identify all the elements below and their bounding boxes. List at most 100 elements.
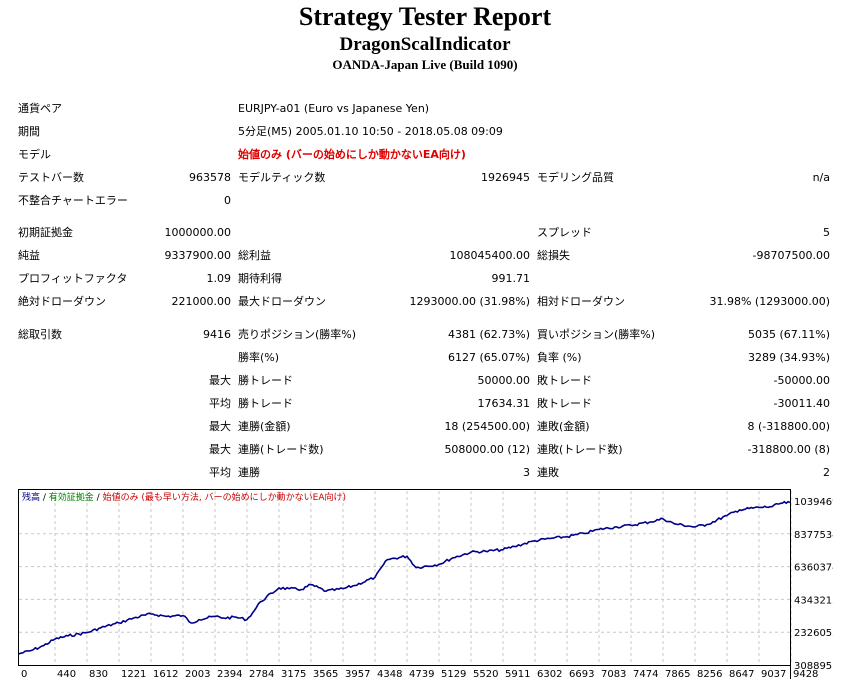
symbol-value: EURJPY-a01 (Euro vs Japanese Yen) xyxy=(238,102,430,115)
cons-losses-count-value: -318800.00 (8) xyxy=(747,443,830,456)
x-tick-label: 8647 xyxy=(729,669,754,679)
x-tick-label: 1221 xyxy=(121,669,146,679)
profit-factor-value: 1.09 xyxy=(206,272,232,285)
deposit-label: 初期証拠金 xyxy=(18,226,73,239)
ticks-label: モデルティック数 xyxy=(238,171,326,184)
loss-rate-value: 3289 (34.93%) xyxy=(747,351,830,364)
x-tick-label: 4348 xyxy=(377,669,402,679)
average-loss-label: 敗トレード xyxy=(537,397,592,410)
abs-drawdown-label: 絶対ドローダウン xyxy=(18,295,106,308)
total-trades-value: 9416 xyxy=(203,328,231,341)
gross-loss-label: 総損失 xyxy=(537,249,570,262)
ticks-value: 1926945 xyxy=(481,171,530,184)
x-tick-label: 9037 xyxy=(761,669,786,679)
server-name: OANDA-Japan Live (Build 1090) xyxy=(332,57,518,72)
gross-profit-value: 108045400.00 xyxy=(449,249,530,262)
chart-grid xyxy=(19,491,792,665)
expected-payoff-value: 991.71 xyxy=(491,272,531,285)
x-tick-label: 9428 xyxy=(793,669,818,679)
largest-loss-value: -50000.00 xyxy=(773,374,830,387)
legend-balance: 残高 xyxy=(22,491,40,503)
average-prefix: 平均 xyxy=(209,397,231,410)
legend: 残高 / 有効証拠金 / 始値のみ (最も早い方法, バーの始めにしか動かないE… xyxy=(22,491,346,503)
x-tick-label: 5911 xyxy=(505,669,530,679)
cons-wins-count-label: 連勝(トレード数) xyxy=(238,443,324,456)
spread-value: 5 xyxy=(823,226,830,239)
x-tick-label: 440 xyxy=(57,669,76,679)
short-positions-label: 売りポジション(勝率%) xyxy=(238,328,357,341)
report-title: Strategy Tester Report xyxy=(298,2,552,31)
gross-loss-value: -98707500.00 xyxy=(752,249,830,262)
legend-equity: 有効証拠金 xyxy=(49,491,94,503)
bars-value: 963578 xyxy=(189,171,231,184)
avg-cons-wins-value: 3 xyxy=(523,466,530,479)
quality-value: n/a xyxy=(812,171,830,184)
long-positions-label: 買いポジション(勝率%) xyxy=(537,328,656,341)
profit-factor-label: プロフィットファクタ xyxy=(18,272,128,285)
x-tick-label: 5129 xyxy=(441,669,466,679)
mismatch-label: 不整合チャートエラー xyxy=(18,194,128,207)
x-tick-label: 2003 xyxy=(185,669,210,679)
y-tick-label: 8377534 xyxy=(794,530,833,541)
largest-win-label: 勝トレード xyxy=(238,374,293,387)
win-rate-value: 6127 (65.07%) xyxy=(447,351,530,364)
cons-losses-amount-label: 連敗(金額) xyxy=(537,420,590,433)
x-tick-label: 2784 xyxy=(249,669,274,679)
x-tick-label: 6693 xyxy=(569,669,594,679)
chart-frame xyxy=(18,489,833,679)
rel-drawdown-value: 31.98% (1293000.00) xyxy=(709,295,830,308)
y-tick-label: 2326055 xyxy=(794,628,833,639)
mismatch-value: 0 xyxy=(224,194,231,207)
largest-loss-label: 敗トレード xyxy=(537,374,592,387)
deposit-value: 1000000.00 xyxy=(164,226,231,239)
legend-sep: / xyxy=(94,493,103,503)
period-label: 期間 xyxy=(18,125,40,138)
x-axis-ticks: 0 440 830 1221 1612 2003 2394 2784 3175 3565 3957 4… xyxy=(21,669,818,679)
y-tick-label: 4343215 xyxy=(794,595,833,606)
legend-model: 始値のみ (最も早い方法, バーの始めにしか動かないEA向け) xyxy=(103,491,346,503)
max-drawdown-value: 1293000.00 (31.98%) xyxy=(409,295,530,308)
x-tick-label: 7083 xyxy=(601,669,626,679)
largest-win-value: 50000.00 xyxy=(477,374,531,387)
cons-losses-count-label: 連敗(トレード数) xyxy=(537,443,623,456)
symbol-label: 通貨ペア xyxy=(18,102,62,115)
average-loss-value: -30011.40 xyxy=(773,397,830,410)
net-profit-label: 純益 xyxy=(18,249,40,262)
cons-wins-count-value: 508000.00 (12) xyxy=(444,443,530,456)
spread-label: スプレッド xyxy=(537,226,592,239)
x-tick-label: 3175 xyxy=(281,669,306,679)
avg-cons-losses-value: 2 xyxy=(823,466,830,479)
max-drawdown-label: 最大ドローダウン xyxy=(238,295,326,308)
bars-label: テストバー数 xyxy=(18,171,84,184)
period-value: 5分足(M5) 2005.01.10 10:50 - 2018.05.08 09… xyxy=(238,125,503,138)
max-prefix: 最大 xyxy=(209,443,231,456)
x-tick-label: 830 xyxy=(89,669,108,679)
model-label: モデル xyxy=(18,148,51,161)
balance-series-line xyxy=(18,500,791,655)
loss-rate-label: 負率 (%) xyxy=(537,351,582,364)
max-prefix: 最大 xyxy=(209,420,231,433)
model-value: 始値のみ (バーの始めにしか動かないEA向け) xyxy=(238,148,466,161)
short-positions-value: 4381 (62.73%) xyxy=(447,328,530,341)
rel-drawdown-label: 相対ドローダウン xyxy=(537,295,625,308)
x-tick-label: 2394 xyxy=(217,669,242,679)
total-trades-label: 総取引数 xyxy=(18,328,62,341)
x-tick-label: 3565 xyxy=(313,669,338,679)
legend-sep: / xyxy=(40,493,49,503)
x-tick-label: 0 xyxy=(21,669,27,679)
x-tick-label: 7474 xyxy=(633,669,658,679)
average-prefix: 平均 xyxy=(209,466,231,479)
x-tick-label: 8256 xyxy=(697,669,722,679)
x-tick-label: 4739 xyxy=(409,669,434,679)
ea-name: DragonScalIndicator xyxy=(339,34,511,55)
avg-cons-wins-label: 連勝 xyxy=(238,466,260,479)
x-tick-label: 3957 xyxy=(345,669,370,679)
x-tick-label: 7865 xyxy=(665,669,690,679)
net-profit-value: 9337900.00 xyxy=(164,249,231,262)
long-positions-value: 5035 (67.11%) xyxy=(747,328,830,341)
quality-label: モデリング品質 xyxy=(537,171,614,184)
cons-wins-amount-label: 連勝(金額) xyxy=(238,420,291,433)
abs-drawdown-value: 221000.00 xyxy=(171,295,232,308)
